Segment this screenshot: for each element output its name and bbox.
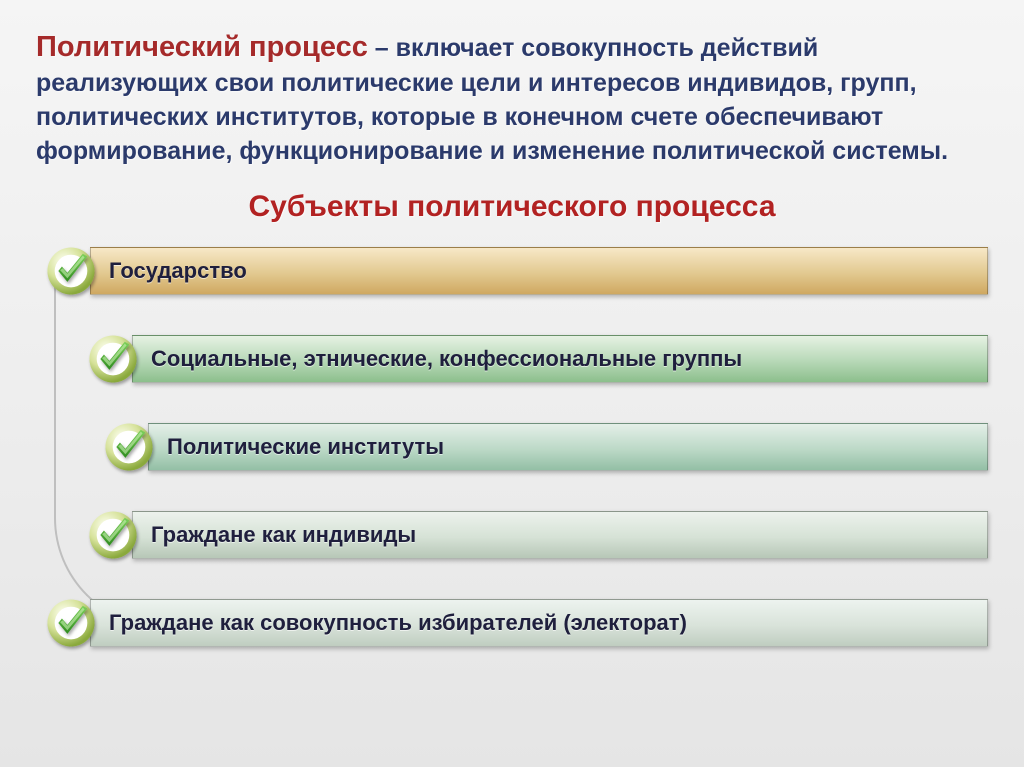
subject-label: Государство <box>109 258 247 284</box>
check-icon <box>42 242 100 300</box>
section-subtitle: Субъекты политического процесса <box>36 190 988 224</box>
subject-bar: Граждане как индивиды <box>132 511 988 559</box>
subjects-diagram: Государство Социальные, этнические, конф… <box>42 242 988 652</box>
subject-bar: Политические институты <box>148 423 988 471</box>
subject-label: Социальные, этнические, конфессиональные… <box>151 346 742 372</box>
check-icon <box>84 506 142 564</box>
definition-term: Политический процесс <box>36 31 368 63</box>
subject-label: Политические институты <box>167 434 444 460</box>
subject-row: Граждане как совокупность избирателей (э… <box>42 594 988 652</box>
check-icon <box>100 418 158 476</box>
subject-bar: Государство <box>90 247 988 295</box>
subject-label: Граждане как совокупность избирателей (э… <box>109 610 687 636</box>
subject-row: Граждане как индивиды <box>84 506 988 564</box>
check-icon <box>42 594 100 652</box>
check-icon <box>84 330 142 388</box>
subject-row: Политические институты <box>100 418 988 476</box>
subject-bar: Граждане как совокупность избирателей (э… <box>90 599 988 647</box>
subject-row: Государство <box>42 242 988 300</box>
subject-bar: Социальные, этнические, конфессиональные… <box>132 335 988 383</box>
subject-label: Граждане как индивиды <box>151 522 416 548</box>
subject-row: Социальные, этнические, конфессиональные… <box>84 330 988 388</box>
definition-block: Политический процесс – включает совокупн… <box>36 28 988 168</box>
